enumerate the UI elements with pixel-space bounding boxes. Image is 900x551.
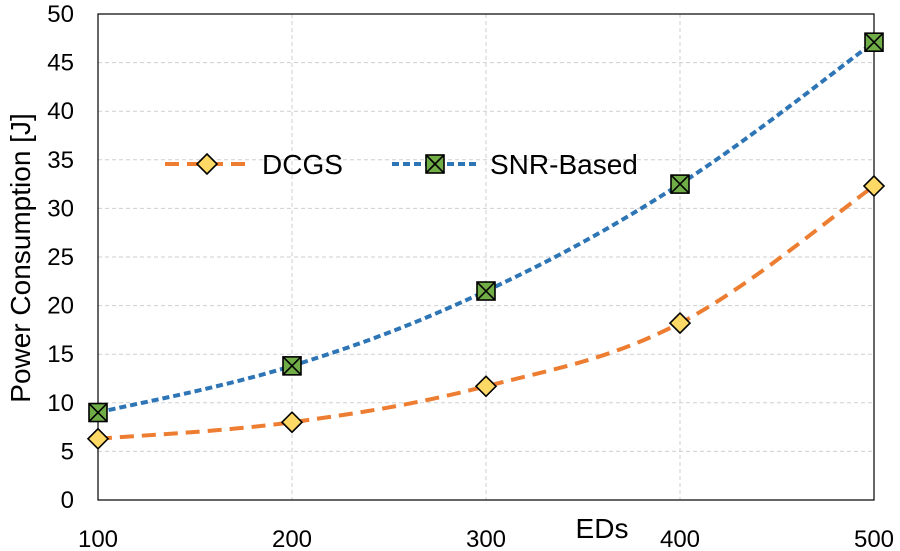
axes: [97, 13, 875, 501]
y-tick-label: 30: [47, 195, 74, 222]
x-tick-label: 500: [854, 526, 894, 551]
y-axis-title: Power Consumption [J]: [5, 113, 36, 402]
data-point: [864, 32, 884, 52]
legend-label: SNR-Based: [490, 149, 638, 180]
y-tick-label: 40: [47, 98, 74, 125]
y-tick-label: 10: [47, 390, 74, 417]
data-point: [670, 174, 690, 194]
y-tick-label: 25: [47, 244, 74, 271]
data-point: [280, 411, 304, 434]
series: [86, 32, 886, 450]
marker-cross: [864, 32, 884, 52]
data-point: [86, 427, 110, 450]
legend: DCGS SNR-Based: [165, 149, 638, 180]
data-point: [88, 402, 108, 423]
marker-cross: [425, 154, 445, 174]
y-tick-label: 0: [61, 487, 74, 514]
y-tick-label: 35: [47, 147, 74, 174]
data-point: [476, 281, 496, 301]
grid: [98, 13, 875, 500]
x-tick-label: 400: [660, 526, 700, 551]
y-tick-label: 20: [47, 293, 74, 320]
data-point: [862, 174, 886, 198]
x-tick-label: 300: [466, 526, 506, 551]
series-line-0: [97, 184, 876, 441]
data-point: [282, 356, 302, 376]
y-tick-label: 45: [47, 50, 74, 77]
marker-cross: [88, 402, 108, 423]
plot-frame: [97, 13, 875, 501]
legend-label: DCGS: [262, 149, 343, 180]
data-point: [668, 311, 692, 335]
y-tick-label: 50: [47, 1, 74, 28]
tick-labels: 0 5 10 15 20 25 30 35 40 45 50 100 200 300 400 500: [47, 1, 894, 551]
x-axis-title: EDs: [576, 513, 629, 544]
marker-cross: [282, 356, 302, 376]
legend-marker: [195, 152, 219, 176]
marker-cross: [670, 174, 690, 194]
legend-marker: [425, 154, 445, 174]
y-tick-label: 5: [61, 438, 74, 465]
x-tick-label: 200: [272, 526, 312, 551]
marker-cross: [476, 281, 496, 301]
x-tick-label: 100: [78, 526, 118, 551]
y-tick-label: 15: [47, 341, 74, 368]
data-point: [474, 375, 498, 398]
